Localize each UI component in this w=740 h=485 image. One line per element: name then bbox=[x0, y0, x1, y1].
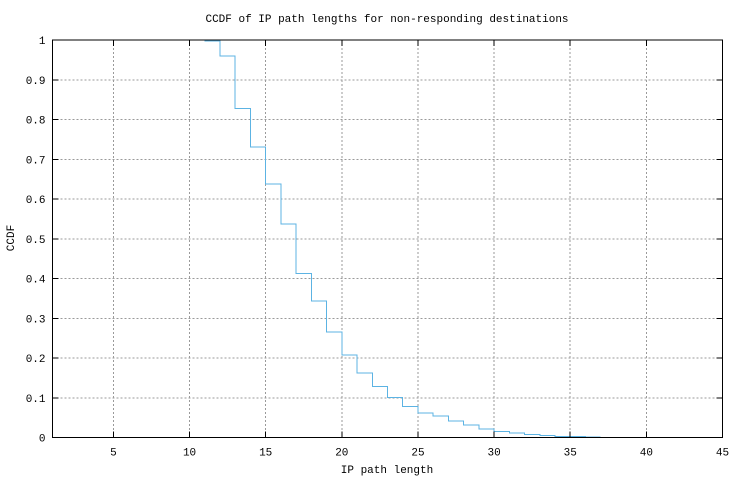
x-tick-label: 15 bbox=[259, 448, 272, 460]
y-tick-label: 0.2 bbox=[26, 354, 46, 366]
y-tick-label: 0 bbox=[39, 434, 46, 446]
x-axis-label: IP path length bbox=[341, 465, 433, 477]
y-tick-label: 0.3 bbox=[26, 314, 46, 326]
x-tick-label: 20 bbox=[335, 448, 348, 460]
x-tick-label: 40 bbox=[640, 448, 653, 460]
x-tick-label: 5 bbox=[110, 448, 117, 460]
x-tick-label: 25 bbox=[411, 448, 424, 460]
y-tick-label: 0.9 bbox=[26, 76, 46, 88]
ccdf-step-curve bbox=[204, 40, 601, 438]
y-tick-label: 0.6 bbox=[26, 195, 46, 207]
axis-layer bbox=[52, 39, 723, 438]
y-tick-label: 1 bbox=[39, 36, 46, 48]
y-tick-label: 0.4 bbox=[26, 275, 46, 287]
x-tick-label: 45 bbox=[716, 448, 729, 460]
y-tick-label: 0.5 bbox=[26, 235, 46, 247]
grid-layer bbox=[52, 40, 723, 438]
x-tick-label: 30 bbox=[487, 448, 500, 460]
y-tick-label: 0.8 bbox=[26, 116, 46, 128]
x-tick-label: 35 bbox=[564, 448, 577, 460]
y-tick-label: 0.1 bbox=[26, 394, 46, 406]
y-tick-label: 0.7 bbox=[26, 155, 46, 167]
chart-title: CCDF of IP path lengths for non-respondi… bbox=[205, 14, 568, 26]
x-tick-label: 10 bbox=[183, 448, 196, 460]
y-axis-label: CCDF bbox=[6, 225, 18, 251]
tick-label-layer: 5 10 15 20 25 30 35 40 45 0 0.1 0.2 0.3 0.4 0.5 0.6 0.7 0… bbox=[26, 36, 729, 460]
ccdf-curve-path bbox=[204, 40, 601, 438]
